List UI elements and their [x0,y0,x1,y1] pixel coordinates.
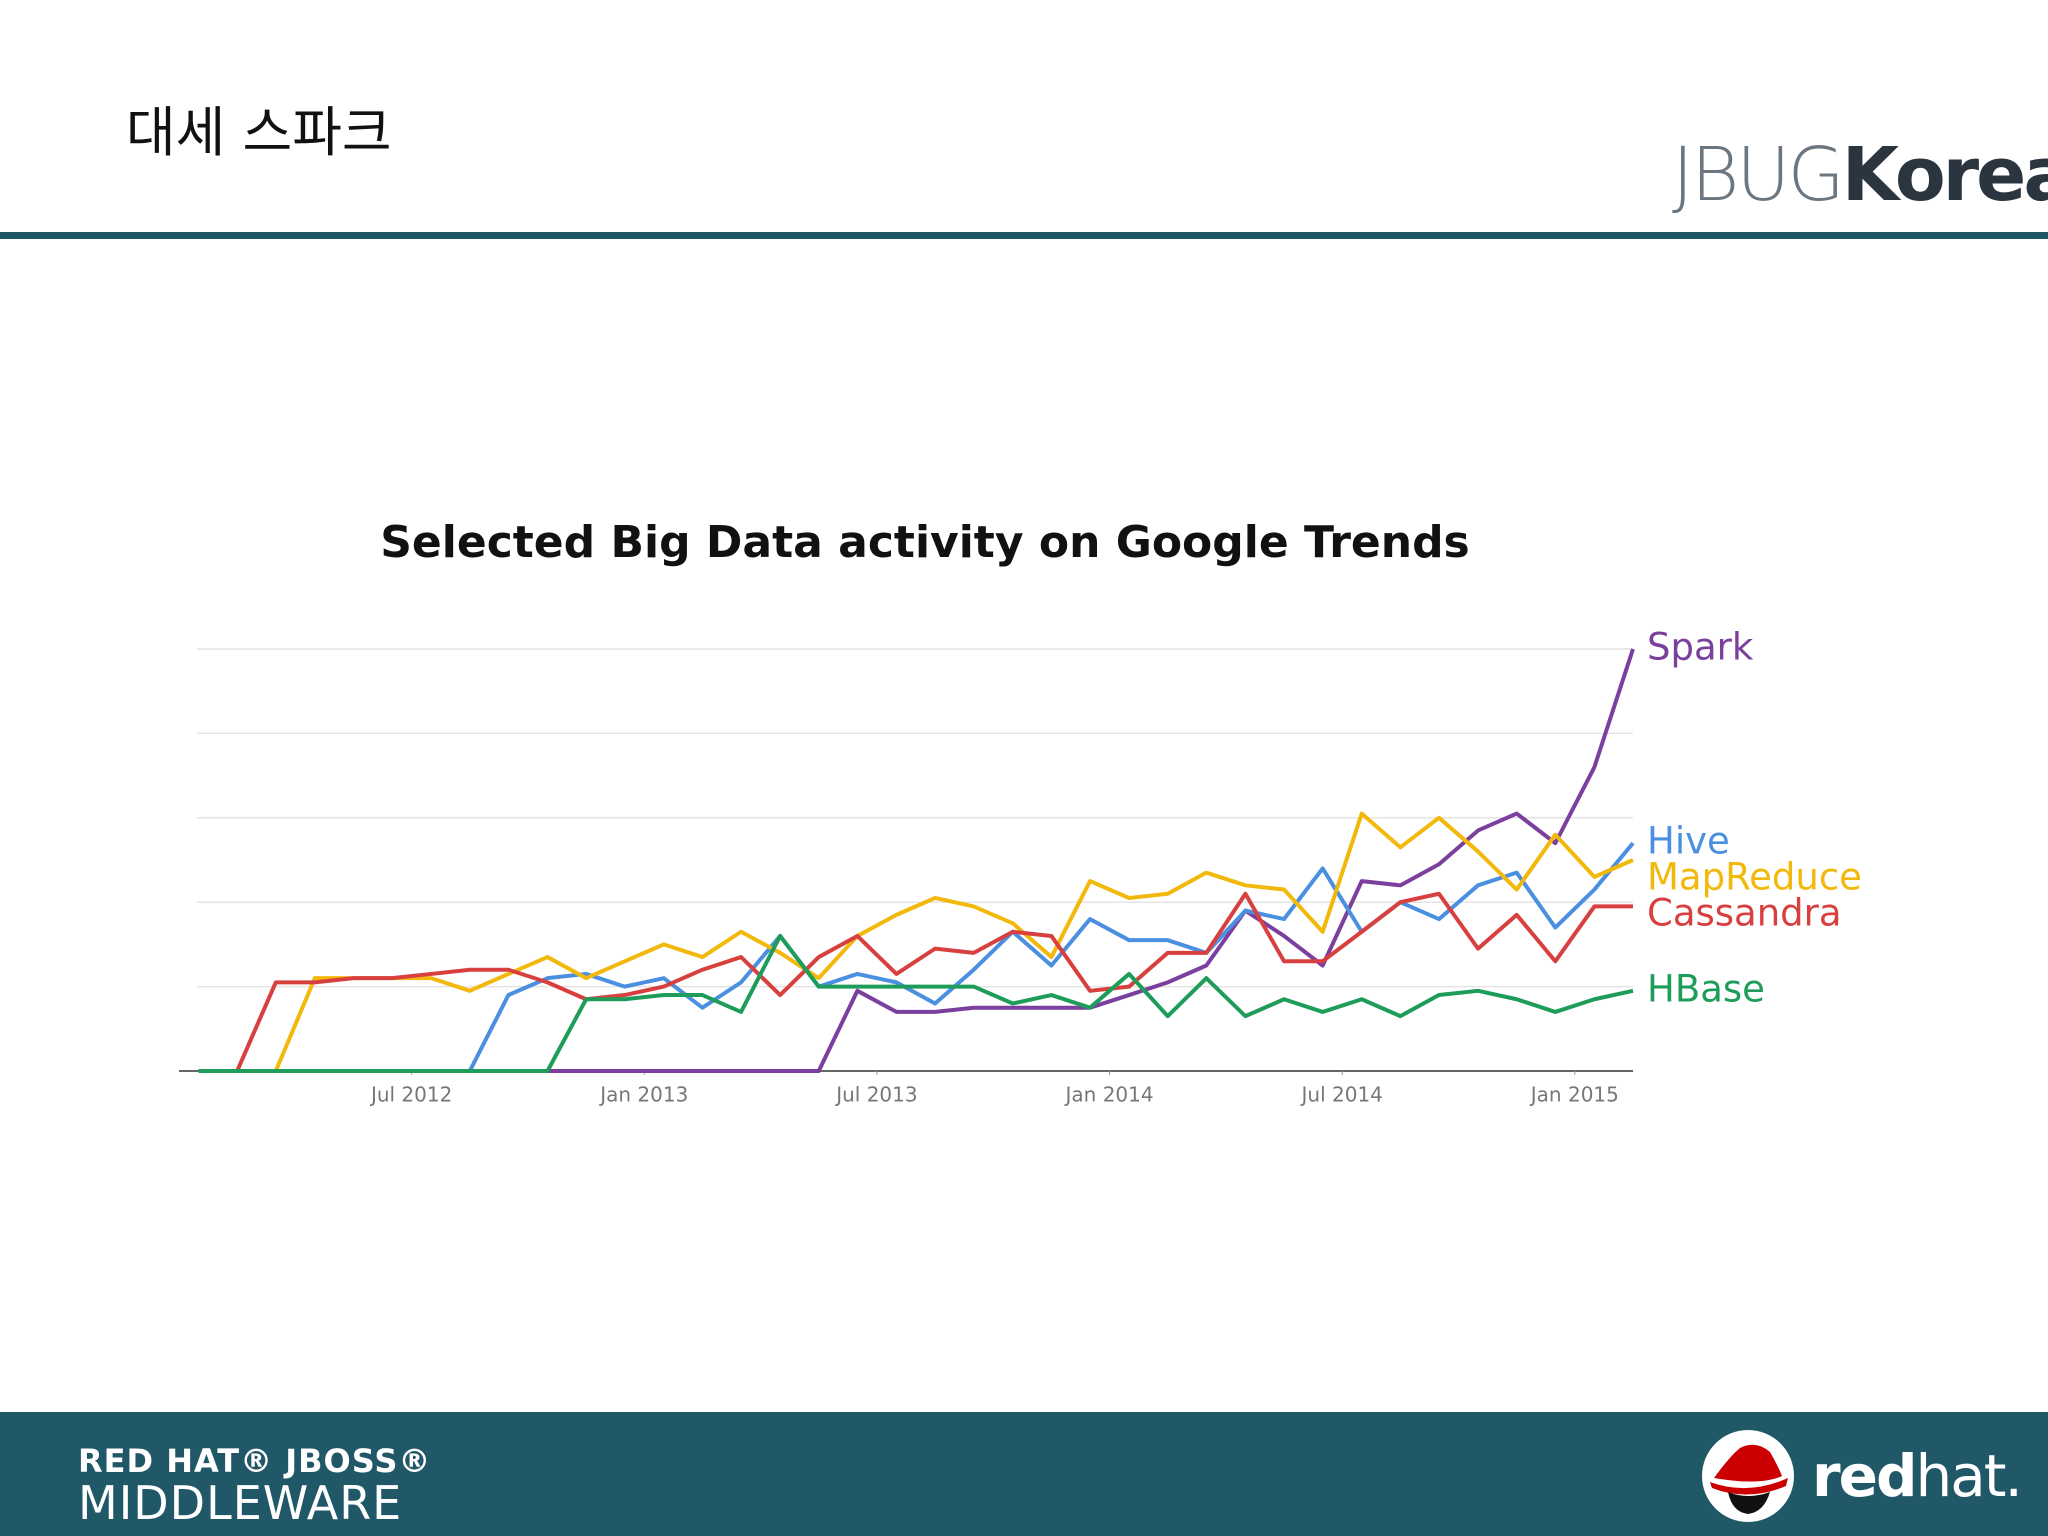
x-tick-label: Jul 2012 [369,1083,452,1107]
chart-title: Selected Big Data activity on Google Tre… [380,517,1470,568]
logo-part: hat. [1915,1442,2022,1510]
logo-part: red [1812,1442,1917,1510]
x-tick-label: Jan 2015 [1529,1083,1619,1107]
series-line [198,891,1633,1073]
x-tick-label: Jan 2013 [598,1083,688,1107]
logo-part: Korea [1841,132,2048,218]
series-label: Cassandra [1647,892,1842,935]
footer-logo: redhat. [1812,1442,2023,1510]
series-line [198,933,1634,1073]
logo-part: JBUG [1672,132,1845,218]
series-line [198,811,1634,1073]
series-label: Hive [1647,820,1730,863]
footer: RED HAT® JBOSS® MIDDLEWARE redhat. [0,1412,2048,1536]
redhat-icon [1702,1430,1794,1522]
x-tick-label: Jan 2014 [1064,1083,1154,1107]
header-rule [0,232,2048,239]
x-tick-label: Jul 2014 [1300,1083,1383,1107]
series-label: Spark [1647,626,1754,669]
x-tick-label: Jul 2013 [834,1083,917,1107]
footer-brand: MIDDLEWARE [78,1476,403,1530]
series-label: MapReduce [1647,856,1862,899]
logo: JBUGKorea [1672,132,2048,218]
footer-brand: RED HAT® JBOSS® [78,1442,432,1480]
slide-title: 대세 스파크 [126,101,392,164]
series-label: HBase [1647,967,1765,1010]
chart: Selected Big Data activity on Google Tre… [179,517,1862,1107]
